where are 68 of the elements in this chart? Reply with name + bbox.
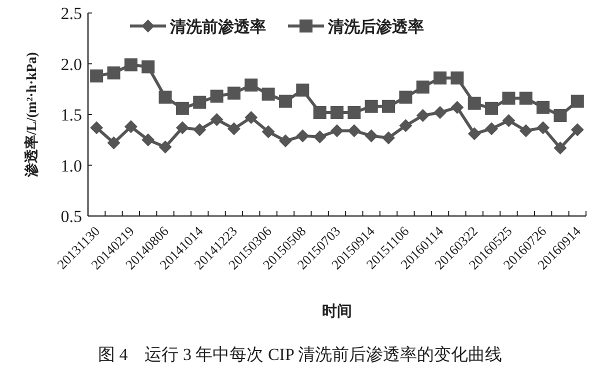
point bbox=[278, 94, 292, 108]
point bbox=[348, 106, 361, 119]
point bbox=[107, 136, 120, 150]
point bbox=[348, 124, 361, 138]
point bbox=[450, 100, 464, 114]
point bbox=[536, 121, 550, 134]
point bbox=[244, 78, 258, 92]
point bbox=[278, 134, 292, 148]
point bbox=[142, 60, 155, 74]
legend-label: 清洗后渗透率 bbox=[327, 17, 424, 36]
point bbox=[262, 125, 275, 138]
point bbox=[330, 124, 344, 138]
point bbox=[519, 124, 532, 138]
point bbox=[519, 92, 532, 105]
point bbox=[193, 123, 206, 136]
point bbox=[107, 66, 120, 80]
point bbox=[536, 100, 550, 114]
point bbox=[296, 84, 310, 97]
point bbox=[502, 92, 516, 105]
point bbox=[399, 90, 412, 104]
point bbox=[227, 122, 240, 136]
point bbox=[570, 94, 584, 108]
y-tick-label: 2.0 bbox=[60, 54, 82, 74]
point bbox=[158, 140, 172, 154]
point bbox=[554, 141, 567, 154]
point bbox=[416, 109, 430, 122]
point bbox=[210, 113, 224, 126]
point bbox=[158, 90, 172, 104]
point bbox=[330, 106, 344, 119]
point bbox=[434, 106, 447, 119]
x-axis-title: 时间 bbox=[322, 303, 352, 320]
caption: 图 4 运行 3 年中每次 CIP 清洗前后渗透率的变化曲线 bbox=[98, 345, 502, 364]
point bbox=[90, 69, 104, 82]
point bbox=[176, 102, 189, 115]
point bbox=[124, 120, 138, 134]
point bbox=[296, 129, 310, 142]
point bbox=[554, 109, 567, 122]
point bbox=[193, 96, 206, 109]
point bbox=[210, 90, 224, 103]
point bbox=[382, 131, 396, 144]
point bbox=[399, 119, 412, 132]
point bbox=[416, 80, 430, 94]
point bbox=[313, 130, 326, 144]
point bbox=[468, 127, 481, 140]
point bbox=[485, 122, 498, 136]
point bbox=[570, 123, 584, 136]
point bbox=[142, 133, 155, 146]
y-tick-label: 0.5 bbox=[60, 207, 82, 226]
point bbox=[450, 71, 464, 84]
y-tick-label: 1.0 bbox=[60, 156, 82, 176]
point bbox=[382, 100, 396, 113]
point bbox=[262, 88, 275, 101]
point bbox=[227, 86, 240, 100]
point bbox=[468, 96, 481, 110]
legend-label: 清洗前渗透率 bbox=[169, 17, 266, 36]
point bbox=[502, 114, 516, 128]
point bbox=[364, 100, 378, 113]
point bbox=[434, 71, 447, 84]
point bbox=[90, 121, 104, 134]
point bbox=[124, 58, 138, 72]
point bbox=[176, 121, 189, 134]
point bbox=[364, 129, 378, 142]
point bbox=[244, 111, 258, 124]
point bbox=[485, 102, 498, 115]
point bbox=[313, 106, 326, 119]
y-axis-title: 渗透率/L/(m²·h·kPa) bbox=[23, 52, 40, 178]
y-tick-label: 2.5 bbox=[60, 4, 82, 23]
y-tick-label: 1.5 bbox=[60, 106, 82, 124]
